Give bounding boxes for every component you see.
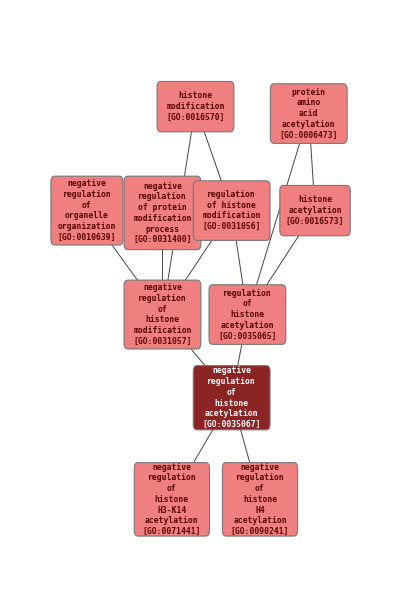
Text: regulation
of
histone
acetylation
[GO:0035065]: regulation of histone acetylation [GO:00… xyxy=(217,289,276,341)
Text: negative
regulation
of
histone
H4
acetylation
[GO:0090241]: negative regulation of histone H4 acetyl… xyxy=(230,463,288,536)
Text: negative
regulation
of protein
modification
process
[GO:0031400]: negative regulation of protein modificat… xyxy=(133,182,191,244)
Text: protein
amino
acid
acetylation
[GO:0006473]: protein amino acid acetylation [GO:00064… xyxy=(279,88,337,140)
FancyBboxPatch shape xyxy=(193,181,269,241)
Text: regulation
of histone
modification
[GO:0031056]: regulation of histone modification [GO:0… xyxy=(202,190,260,231)
FancyBboxPatch shape xyxy=(51,176,123,245)
FancyBboxPatch shape xyxy=(193,365,269,430)
Text: negative
regulation
of
organelle
organization
[GO:0010639]: negative regulation of organelle organiz… xyxy=(58,179,116,242)
FancyBboxPatch shape xyxy=(279,185,350,236)
FancyBboxPatch shape xyxy=(222,463,297,536)
Text: negative
regulation
of
histone
modification
[GO:0031057]: negative regulation of histone modificat… xyxy=(133,283,191,346)
FancyBboxPatch shape xyxy=(270,84,346,143)
Text: histone
acetylation
[GO:0016573]: histone acetylation [GO:0016573] xyxy=(285,196,343,226)
FancyBboxPatch shape xyxy=(157,82,233,132)
FancyBboxPatch shape xyxy=(134,463,209,536)
Text: histone
modification
[GO:0016570]: histone modification [GO:0016570] xyxy=(166,91,224,122)
Text: negative
regulation
of
histone
H3-K14
acetylation
[GO:0071441]: negative regulation of histone H3-K14 ac… xyxy=(142,463,200,536)
FancyBboxPatch shape xyxy=(124,176,200,250)
Text: negative
regulation
of
histone
acetylation
[GO:0035067]: negative regulation of histone acetylati… xyxy=(202,367,260,429)
FancyBboxPatch shape xyxy=(209,285,285,344)
FancyBboxPatch shape xyxy=(124,280,200,349)
